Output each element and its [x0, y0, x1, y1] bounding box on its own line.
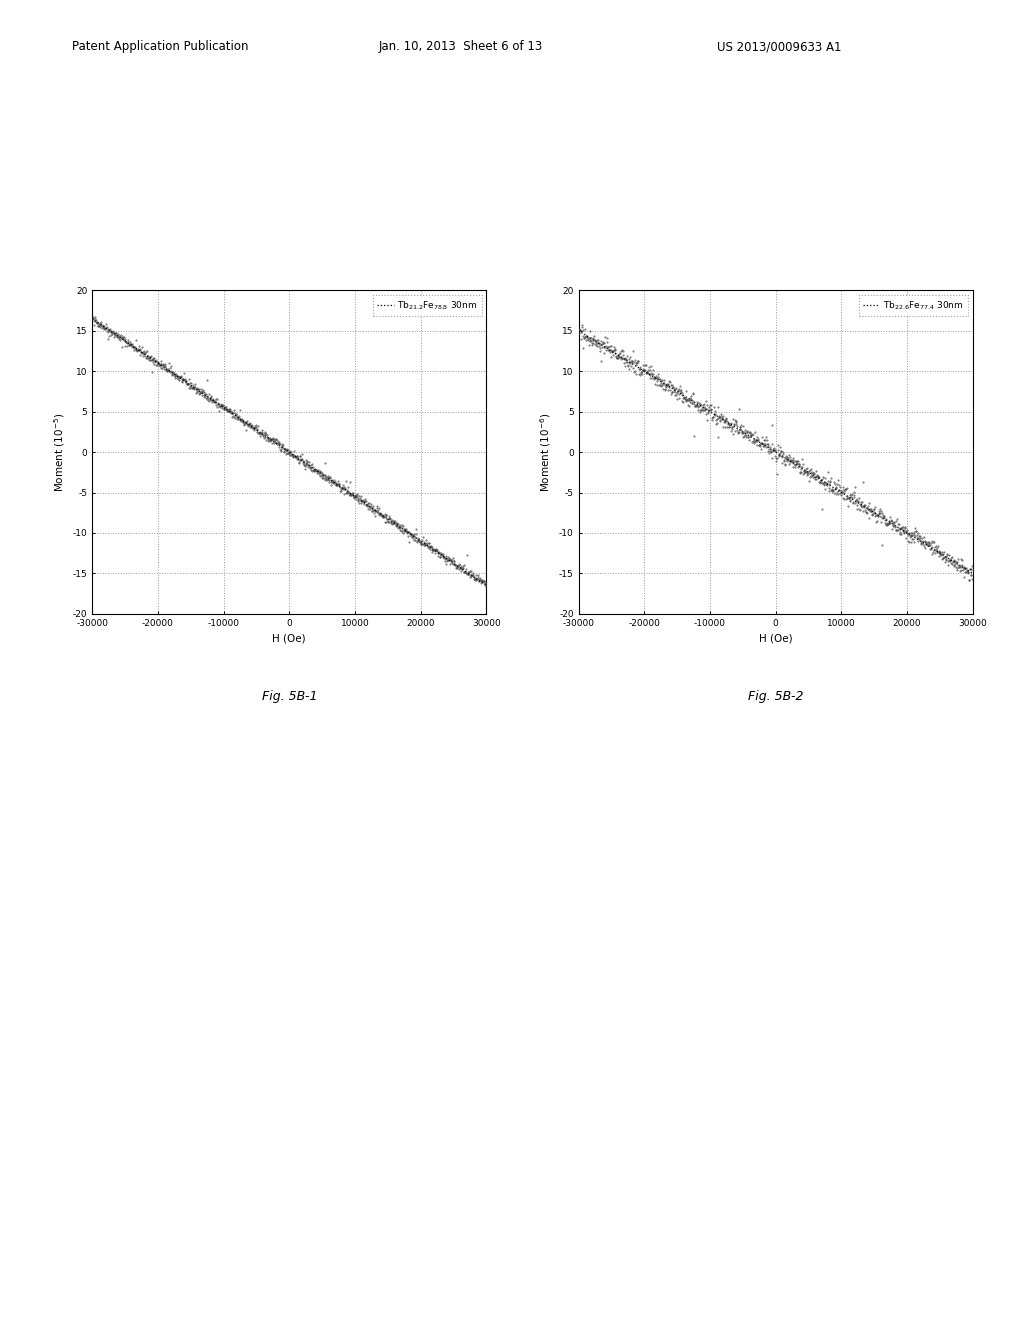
Y-axis label: Moment (10$^{-5}$): Moment (10$^{-5}$) — [52, 413, 67, 491]
X-axis label: H (Oe): H (Oe) — [759, 634, 793, 643]
Text: Patent Application Publication: Patent Application Publication — [72, 40, 248, 53]
Y-axis label: Moment (10$^{-6}$): Moment (10$^{-6}$) — [539, 413, 553, 491]
Text: Fig. 5B-2: Fig. 5B-2 — [748, 689, 804, 702]
Text: US 2013/0009633 A1: US 2013/0009633 A1 — [717, 40, 842, 53]
X-axis label: H (Oe): H (Oe) — [272, 634, 306, 643]
Legend: Tb$_{22.6}$Fe$_{77.4}$ 30nm: Tb$_{22.6}$Fe$_{77.4}$ 30nm — [859, 294, 969, 317]
Text: Fig. 5B-1: Fig. 5B-1 — [261, 689, 317, 702]
Text: Jan. 10, 2013  Sheet 6 of 13: Jan. 10, 2013 Sheet 6 of 13 — [379, 40, 543, 53]
Legend: Tb$_{21.2}$Fe$_{78.8}$ 30nm: Tb$_{21.2}$Fe$_{78.8}$ 30nm — [373, 294, 482, 317]
